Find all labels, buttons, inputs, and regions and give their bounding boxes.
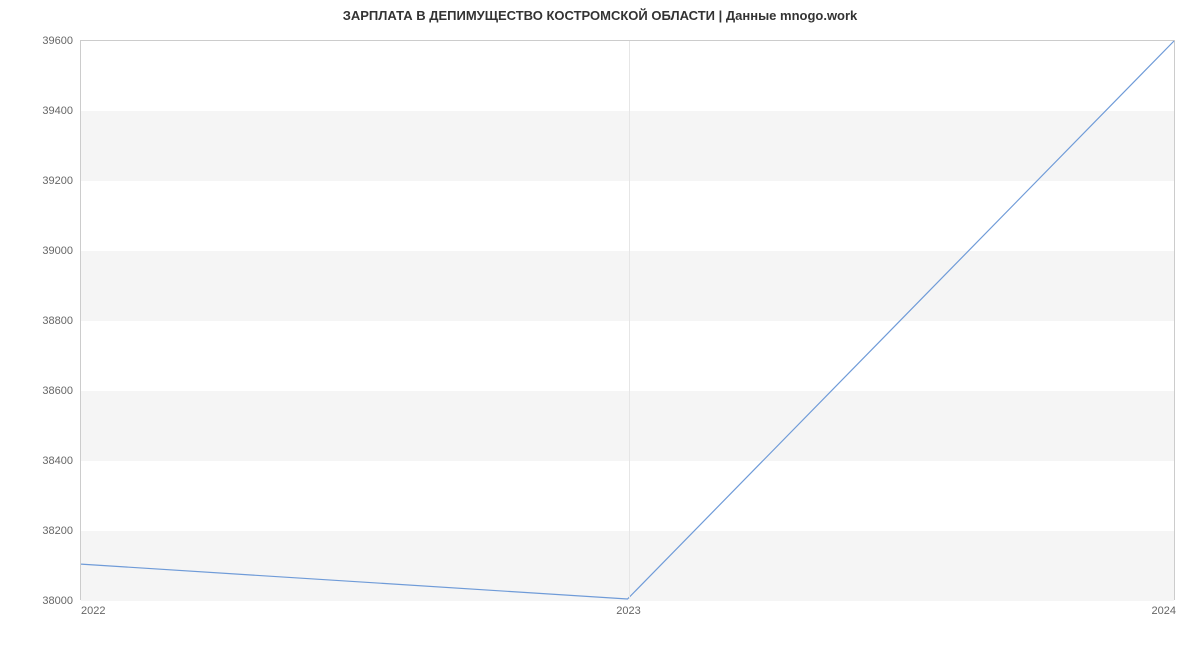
plot-area: 3800038200384003860038800390003920039400…	[80, 40, 1175, 600]
y-tick-label: 39400	[42, 105, 81, 117]
line-chart: ЗАРПЛАТА В ДЕПИМУЩЕСТВО КОСТРОМСКОЙ ОБЛА…	[0, 0, 1200, 650]
y-tick-label: 38800	[42, 315, 81, 327]
y-tick-label: 39600	[42, 35, 81, 47]
line-layer	[81, 41, 1174, 599]
y-tick-label: 39000	[42, 245, 81, 257]
x-tick-label: 2022	[81, 599, 105, 617]
y-tick-label: 38000	[42, 595, 81, 607]
y-tick-label: 39200	[42, 175, 81, 187]
y-tick-label: 38200	[42, 525, 81, 537]
series-line-salary	[81, 41, 1174, 599]
x-tick-label: 2024	[1152, 599, 1176, 617]
x-grid-line	[629, 41, 630, 599]
x-tick-label: 2023	[616, 599, 640, 617]
y-tick-label: 38600	[42, 385, 81, 397]
y-tick-label: 38400	[42, 455, 81, 467]
chart-title: ЗАРПЛАТА В ДЕПИМУЩЕСТВО КОСТРОМСКОЙ ОБЛА…	[0, 8, 1200, 23]
